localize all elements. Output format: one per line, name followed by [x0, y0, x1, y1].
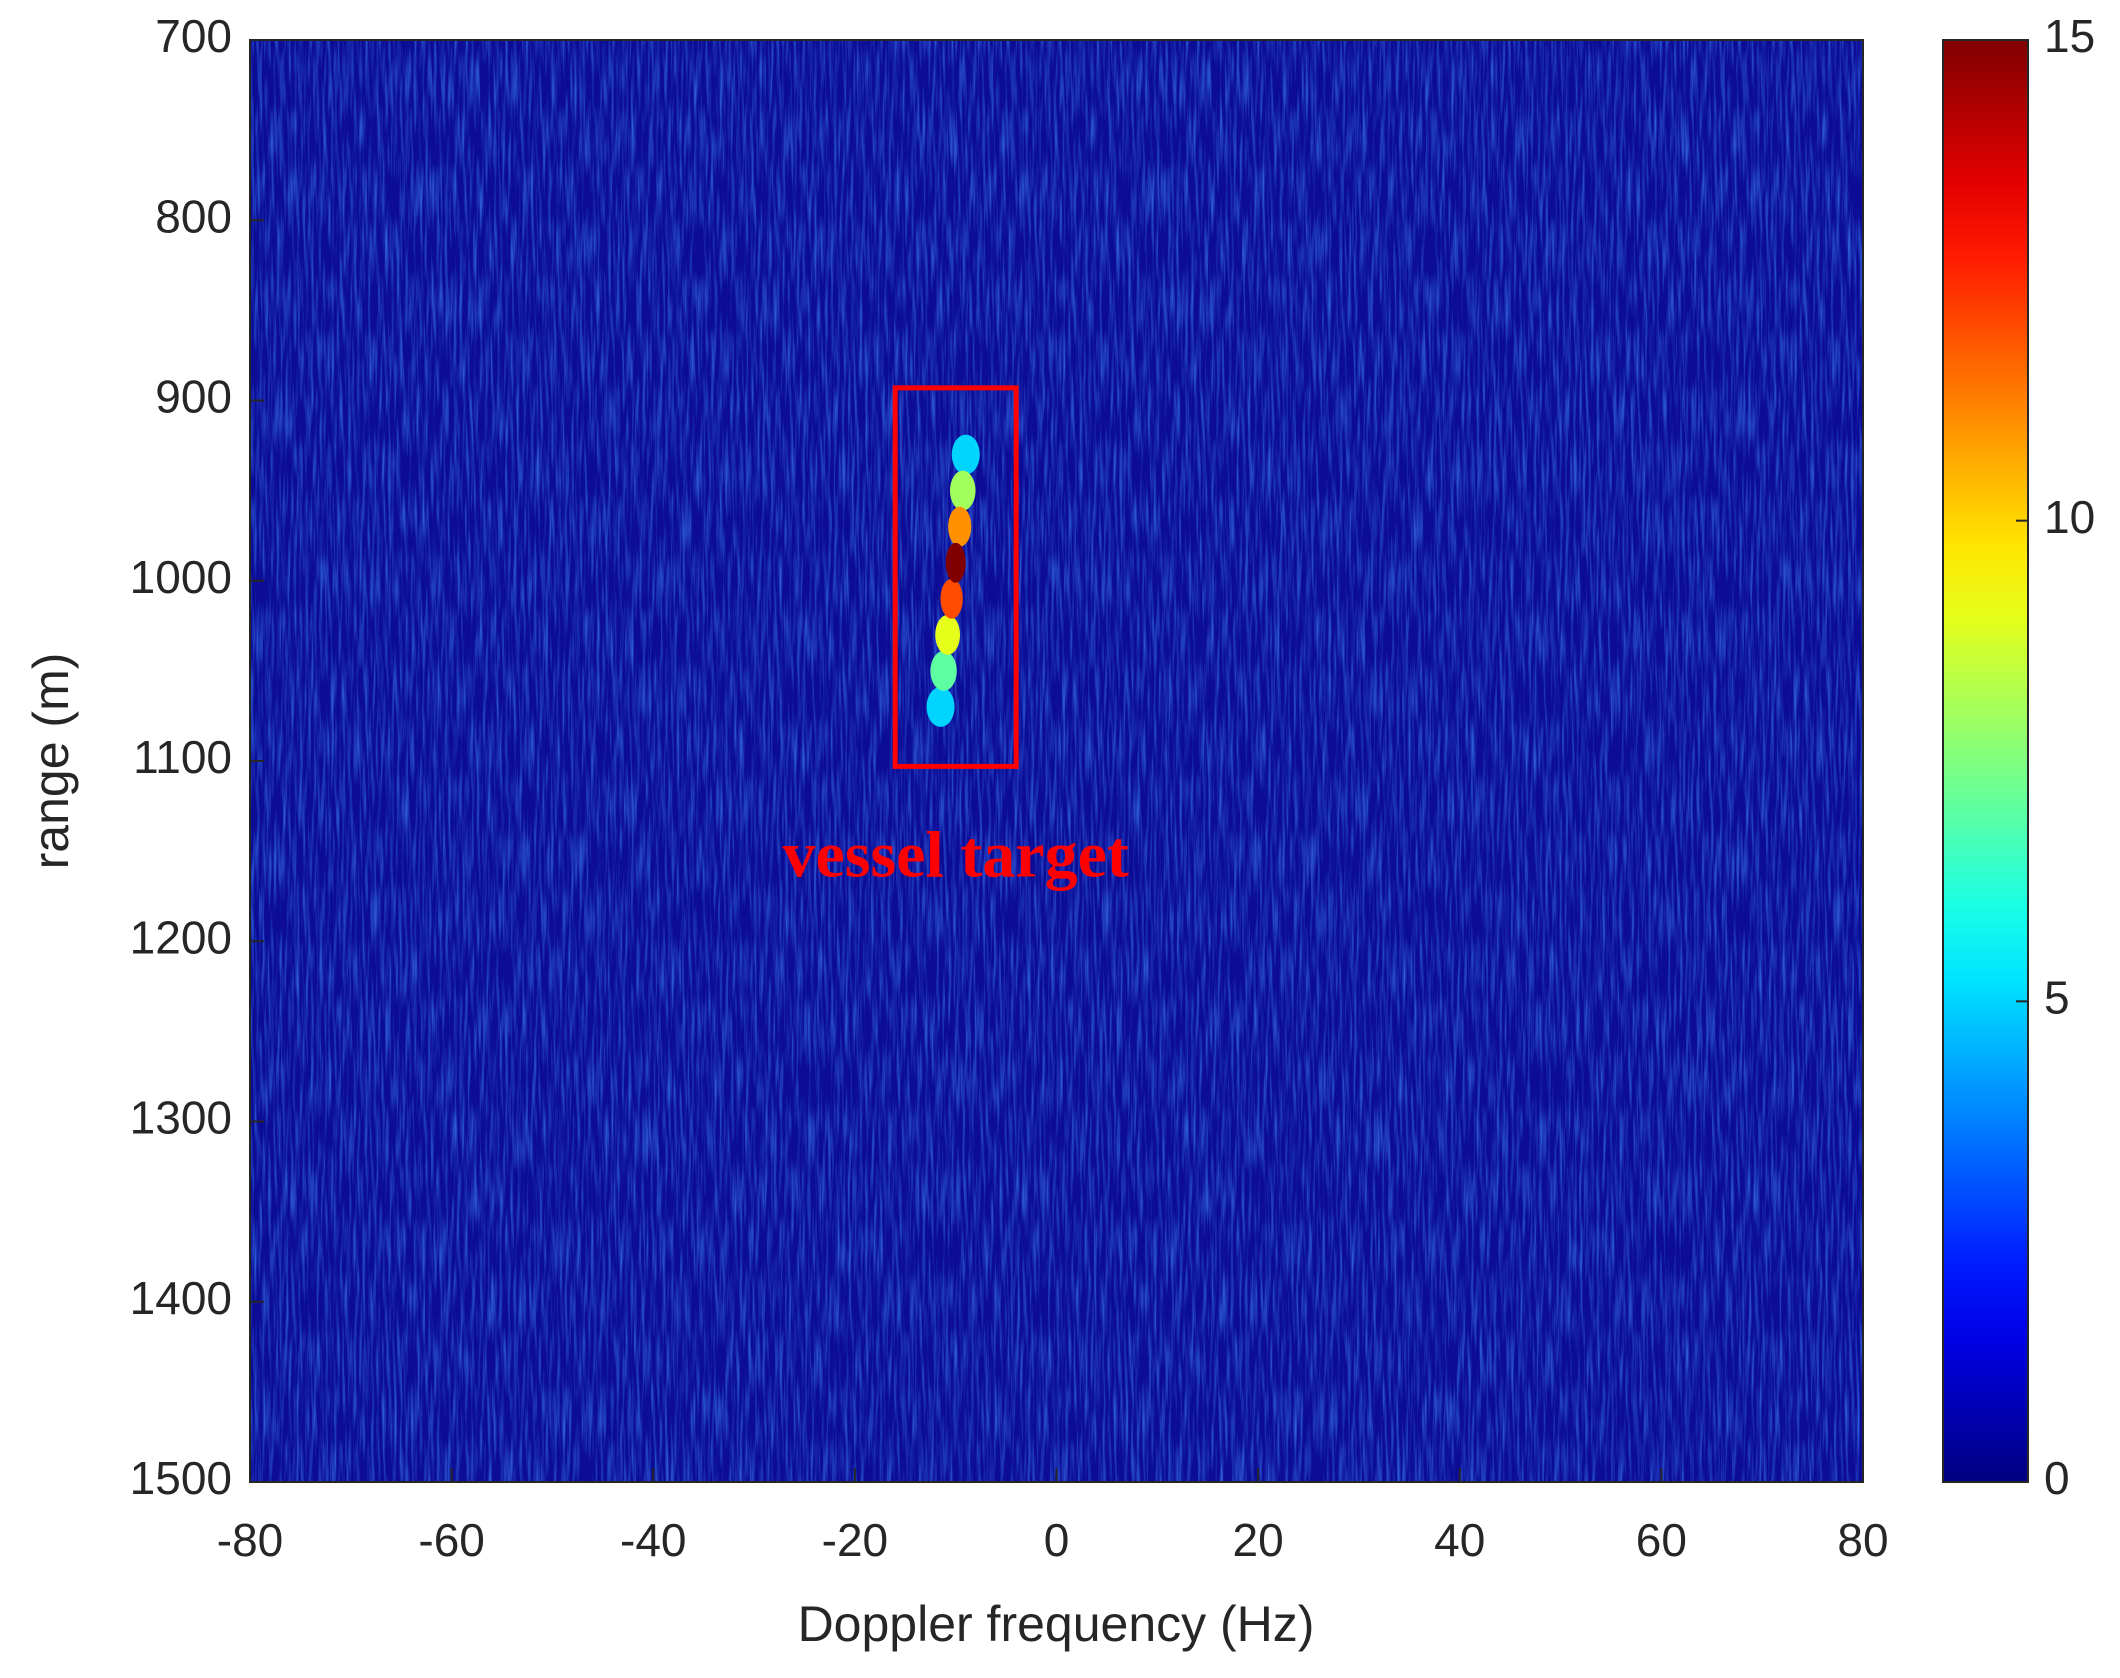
colorbar-tick-label: 0: [2044, 1452, 2070, 1504]
y-tick-label: 1400: [130, 1272, 232, 1324]
y-axis-title: range (m): [23, 653, 79, 870]
x-tick-label: -80: [217, 1514, 283, 1566]
y-tick-label: 800: [155, 190, 232, 242]
colorbar-tick-label: 5: [2044, 971, 2070, 1023]
colorbar-tick-label: 10: [2044, 491, 2095, 543]
heat-cell: [945, 542, 966, 583]
heat-cell: [949, 470, 976, 511]
x-tick-label: 40: [1434, 1514, 1485, 1566]
highlight-box: [892, 385, 1019, 769]
x-tick-label: 60: [1636, 1514, 1687, 1566]
y-tick-label: 1300: [130, 1092, 232, 1144]
heat-cell: [926, 686, 955, 727]
x-tick-label: -40: [620, 1514, 686, 1566]
colorbar-tick-label: 15: [2044, 10, 2095, 62]
annotation-text: vessel target: [783, 819, 1129, 892]
y-tick-label: 900: [155, 371, 232, 423]
y-tick-label: 1100: [133, 731, 232, 783]
y-tick-label: 1500: [130, 1452, 232, 1504]
x-tick-label: 80: [1837, 1514, 1888, 1566]
heat-cell: [951, 434, 980, 475]
x-axis-title: Doppler frequency (Hz): [798, 1596, 1315, 1652]
heat-cell: [930, 650, 957, 691]
x-tick-label: -60: [418, 1514, 484, 1566]
y-tick-label: 1000: [130, 551, 232, 603]
y-tick-label: 700: [155, 10, 232, 62]
heat-cell: [948, 506, 972, 547]
noise-texture: [250, 40, 1863, 1482]
x-tick-label: 0: [1044, 1514, 1070, 1566]
heat-cell: [935, 614, 961, 655]
heat-cell: [940, 578, 963, 619]
x-tick-label: -20: [822, 1514, 888, 1566]
y-tick-label: 1200: [130, 911, 232, 963]
x-tick-label: 20: [1233, 1514, 1284, 1566]
colorbar: [1942, 39, 2029, 1483]
